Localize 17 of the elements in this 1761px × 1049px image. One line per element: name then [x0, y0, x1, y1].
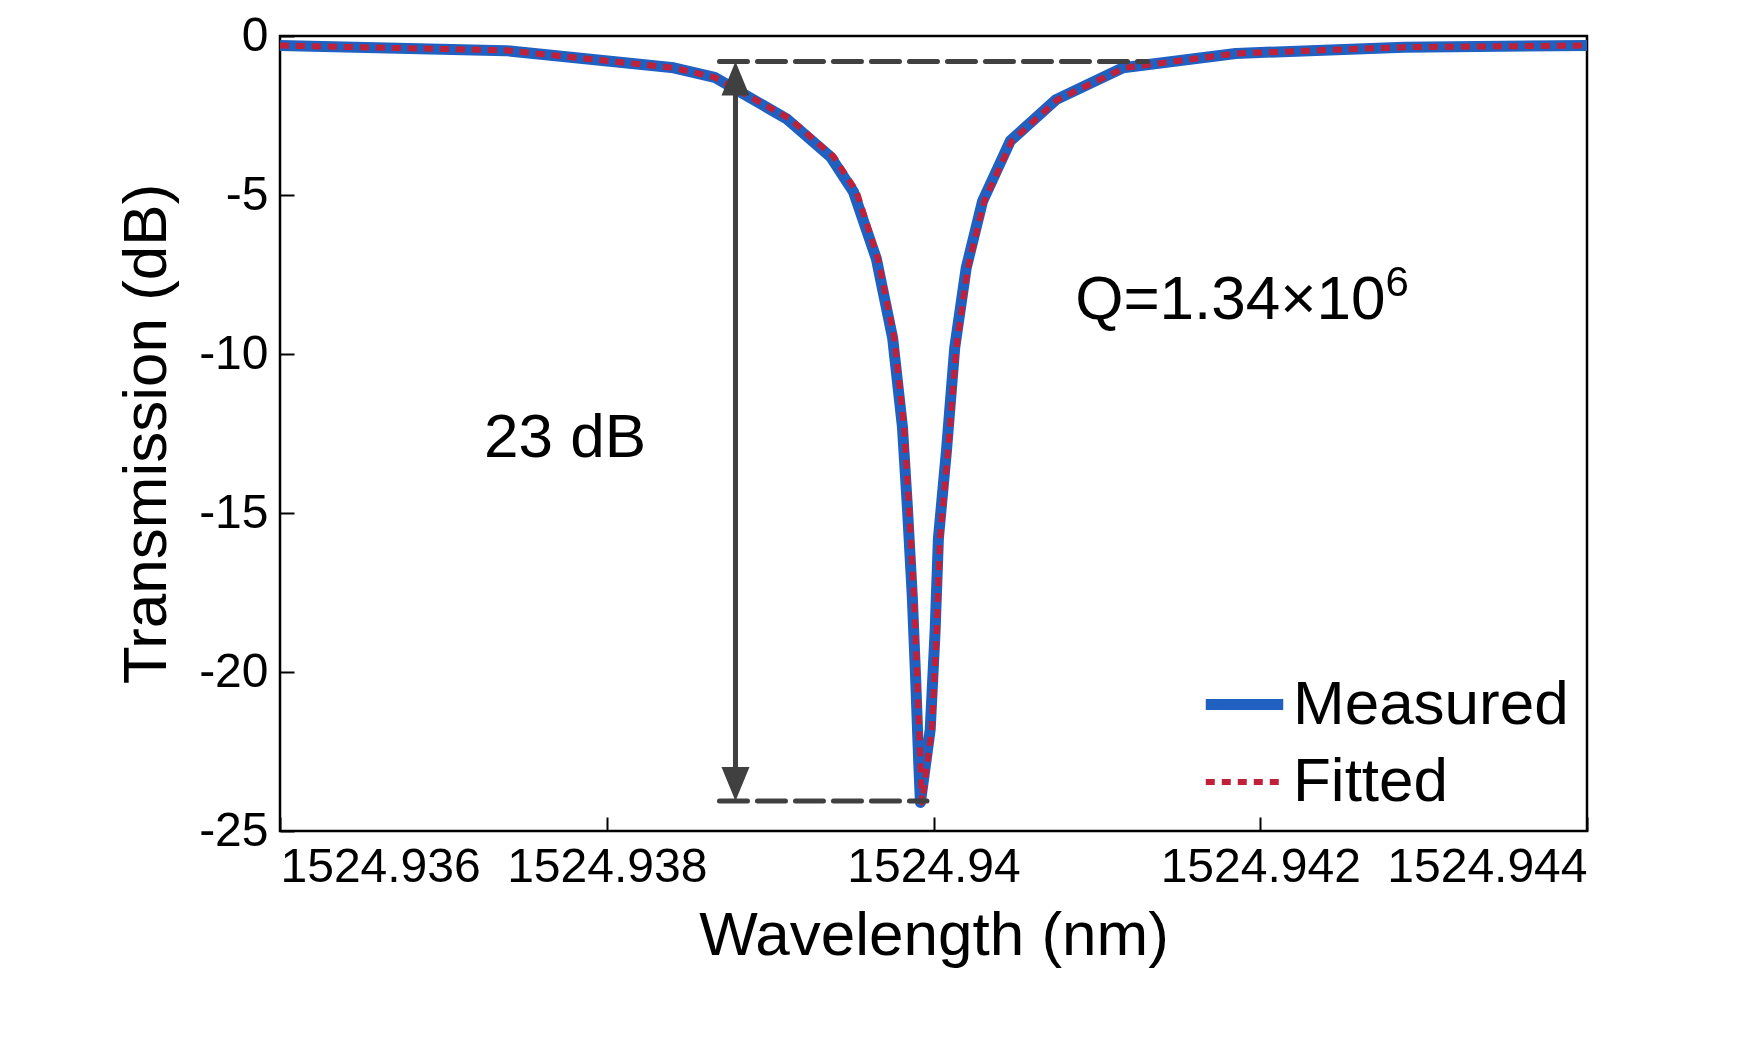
- y-axis-title: Transmission (dB): [110, 183, 180, 685]
- y-tick-label: -20: [199, 643, 269, 697]
- y-tick-label: -10: [199, 325, 269, 379]
- legend-label: Measured: [1293, 667, 1569, 737]
- annotation: Q=1.34×10$^{6}$: [1075, 257, 1409, 332]
- annotation: 23 dB: [483, 401, 647, 470]
- x-tick-label: 1524.936: [280, 838, 481, 892]
- y-tick-label: -15: [199, 484, 269, 538]
- y-tick-label: 0: [241, 7, 269, 61]
- x-tick-label: 1524.94: [847, 838, 1021, 892]
- x-tick-label: 1524.944: [1387, 838, 1588, 892]
- x-tick-label: 1524.938: [507, 838, 708, 892]
- y-tick-label: -5: [225, 166, 269, 220]
- legend-label: Fitted: [1293, 745, 1449, 814]
- x-tick-label: 1524.942: [1160, 838, 1361, 892]
- x-axis-title: Wavelength (nm): [699, 898, 1169, 968]
- y-tick-label: -25: [199, 802, 269, 856]
